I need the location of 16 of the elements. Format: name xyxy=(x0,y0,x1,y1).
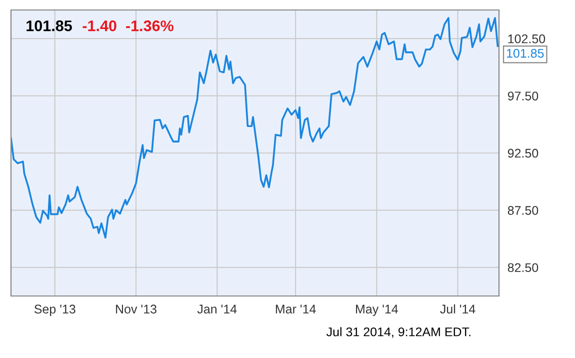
y-tick-label: 87.50 xyxy=(508,206,538,215)
y-tick-label: 102.50 xyxy=(508,34,546,44)
annotation: 101.85 xyxy=(506,48,544,58)
x-tick-label: Nov '13 xyxy=(116,304,156,314)
line-series xyxy=(11,17,499,239)
y-tick-label: 92.50 xyxy=(508,148,538,158)
x-tick-label: Mar '14 xyxy=(276,304,316,314)
y-tick-label: 82.50 xyxy=(508,263,538,272)
x-tick-label: May '14 xyxy=(356,304,398,316)
text: 101.85 xyxy=(26,20,72,32)
x-tick-label: Jul '14 xyxy=(440,304,476,314)
text: Jul 31 2014, 9:12AM EDT. xyxy=(326,327,470,338)
x-tick-label: Sep '13 xyxy=(34,304,76,316)
y-tick-label: 97.50 xyxy=(508,92,538,100)
text: -1.40 -1.36% xyxy=(82,20,174,32)
x-tick-label: Jan '14 xyxy=(197,304,237,314)
